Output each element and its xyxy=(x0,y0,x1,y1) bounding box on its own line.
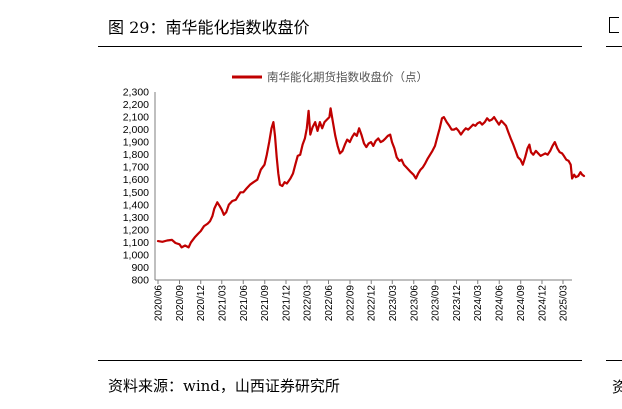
y-tick-label: 1,700 xyxy=(123,162,149,174)
x-tick-label: 2023/06 xyxy=(409,285,420,322)
y-tick-label: 800 xyxy=(131,275,149,287)
x-tick-label: 2021/12 xyxy=(281,285,292,322)
y-tick-label: 1,400 xyxy=(123,199,149,211)
x-tick-label: 2023/09 xyxy=(431,285,442,322)
legend-label: 南华能化期货指数收盘价（点） xyxy=(267,70,428,84)
y-tick-label: 1,200 xyxy=(123,224,149,236)
y-tick-label: 1,900 xyxy=(123,137,149,149)
next-figure-title-fragment xyxy=(609,17,619,33)
x-tick-label: 2021/03 xyxy=(217,285,228,322)
x-tick-label: 2024/12 xyxy=(537,285,548,322)
y-tick-label: 2,000 xyxy=(123,124,149,136)
x-tick-label: 2022/12 xyxy=(367,285,378,322)
x-tick-label: 2022/03 xyxy=(303,285,314,322)
y-tick-label: 2,300 xyxy=(123,87,149,99)
x-tick-label: 2021/06 xyxy=(239,285,250,322)
x-tick-label: 2024/06 xyxy=(495,285,506,322)
y-tick-label: 2,200 xyxy=(123,99,149,111)
x-tick-label: 2021/09 xyxy=(260,285,271,322)
top-rule xyxy=(98,46,582,47)
x-tick-label: 2022/09 xyxy=(345,285,356,322)
source-note: 资料来源：wind，山西证券研究所 xyxy=(108,377,340,395)
y-tick-label: 1,300 xyxy=(123,212,149,224)
x-tick-label: 2024/03 xyxy=(473,285,484,322)
y-tick-label: 1,500 xyxy=(123,187,149,199)
next-source-fragment: 资 xyxy=(612,378,622,396)
y-tick-label: 1,800 xyxy=(123,149,149,161)
y-tick-label: 2,100 xyxy=(123,112,149,124)
y-tick-label: 1,000 xyxy=(123,249,149,261)
x-tick-label: 2020/06 xyxy=(154,285,165,322)
x-tick-label: 2020/09 xyxy=(175,285,186,322)
bottom-rule-stub xyxy=(606,360,622,361)
x-tick-label: 2023/03 xyxy=(388,285,399,322)
series-line xyxy=(156,107,586,249)
figure-title: 图 29：南华能化指数收盘价 xyxy=(108,18,310,37)
x-tick-label: 2024/09 xyxy=(516,285,527,322)
y-tick-label: 1,100 xyxy=(123,237,149,249)
bottom-rule xyxy=(98,360,582,361)
y-tick-label: 1,600 xyxy=(123,174,149,186)
x-tick-label: 2022/06 xyxy=(324,285,335,322)
x-tick-label: 2020/12 xyxy=(196,285,207,322)
y-tick-label: 900 xyxy=(131,262,149,274)
x-tick-label: 2023/12 xyxy=(452,285,463,322)
x-tick-label: 2025/03 xyxy=(559,285,570,322)
top-rule-stub xyxy=(606,46,622,47)
